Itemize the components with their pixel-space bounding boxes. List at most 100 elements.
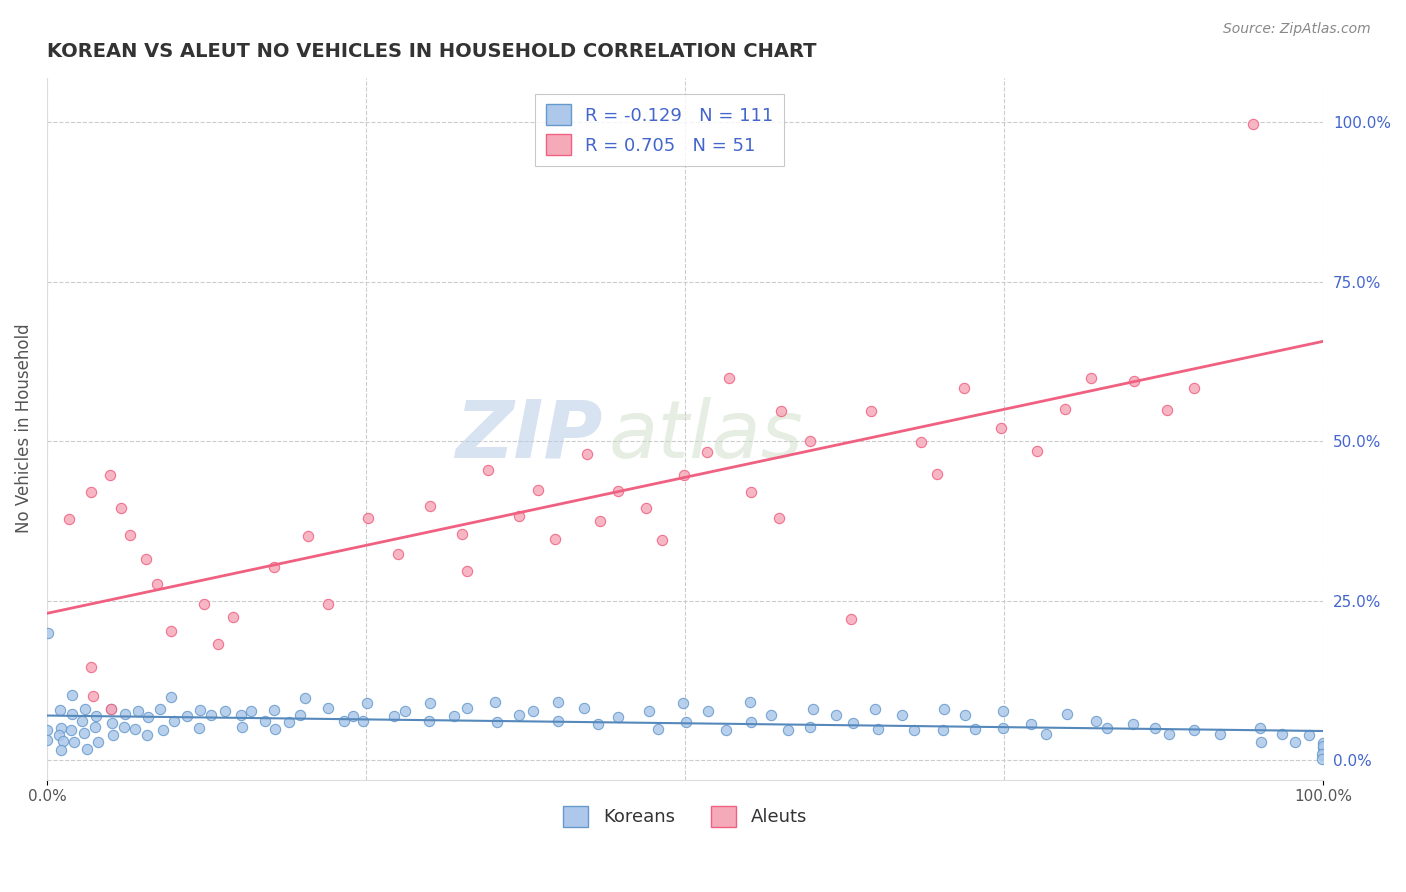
Point (103, 727, 125, 741)
Point (1182, 381, 1205, 395)
Point (860, 403, 883, 417)
Point (52, 734, 75, 748)
Point (1095, 721, 1118, 735)
Point (1312, 735, 1334, 749)
Point (1080, 370, 1102, 384)
Point (839, 612, 862, 626)
Text: Source: ZipAtlas.com: Source: ZipAtlas.com (1223, 22, 1371, 37)
Point (160, 690, 183, 705)
Point (866, 722, 889, 736)
Point (1084, 714, 1107, 728)
Point (522, 704, 544, 718)
Point (1271, 727, 1294, 741)
Point (277, 714, 299, 729)
Point (768, 510, 790, 524)
Point (114, 707, 136, 722)
Point (801, 702, 824, 716)
Point (1159, 727, 1181, 741)
Point (544, 533, 567, 547)
Point (214, 704, 236, 718)
Point (98, 467, 121, 482)
Point (1312, 748, 1334, 763)
Point (696, 444, 718, 458)
Point (1182, 723, 1205, 738)
Point (73, 702, 96, 716)
Point (394, 704, 416, 718)
Point (333, 714, 356, 729)
Point (716, 723, 738, 737)
Point (738, 695, 761, 709)
Point (1019, 716, 1042, 731)
Point (163, 714, 186, 728)
Point (484, 695, 506, 709)
Point (910, 434, 932, 449)
Point (60, 723, 83, 737)
Point (231, 708, 253, 723)
Point (100, 701, 122, 715)
Point (356, 696, 378, 710)
Point (1310, 751, 1333, 765)
Point (547, 714, 569, 728)
Text: ZIP: ZIP (454, 397, 602, 475)
Point (450, 527, 472, 541)
Point (263, 559, 285, 574)
Point (759, 707, 782, 722)
Point (993, 722, 1015, 736)
Point (294, 691, 316, 706)
Point (1250, 734, 1272, 748)
Point (84, 708, 107, 723)
Point (316, 598, 339, 612)
Point (82, 689, 104, 703)
Point (672, 696, 695, 710)
Point (160, 624, 183, 638)
Point (606, 483, 628, 498)
Point (1056, 706, 1078, 721)
Point (207, 637, 229, 651)
Point (1312, 739, 1334, 754)
Point (240, 704, 263, 718)
Point (418, 714, 440, 728)
Point (575, 446, 598, 460)
Point (100, 701, 122, 715)
Y-axis label: No Vehicles in Household: No Vehicles in Household (15, 324, 32, 533)
Point (35, 733, 58, 747)
Point (1284, 734, 1306, 748)
Point (651, 533, 673, 547)
Point (37, 626, 59, 640)
Point (1035, 727, 1057, 741)
Point (588, 716, 610, 731)
Point (1241, 117, 1264, 131)
Point (188, 721, 211, 735)
Point (1298, 728, 1320, 742)
Point (799, 434, 821, 448)
Point (799, 720, 821, 734)
Point (508, 508, 530, 523)
Point (776, 723, 799, 738)
Point (70, 714, 93, 728)
Point (100, 716, 122, 731)
Point (135, 552, 157, 566)
Point (637, 704, 659, 718)
Point (588, 514, 610, 528)
Point (73, 726, 96, 740)
Point (51, 722, 73, 736)
Point (124, 722, 146, 736)
Point (149, 702, 172, 716)
Point (145, 577, 167, 591)
Point (1209, 727, 1232, 741)
Point (49, 742, 72, 756)
Point (477, 463, 499, 477)
Point (636, 501, 658, 516)
Point (387, 547, 409, 561)
Point (1122, 716, 1144, 731)
Point (508, 707, 530, 722)
Point (1312, 741, 1334, 756)
Point (607, 710, 630, 724)
Point (136, 710, 159, 724)
Point (891, 708, 914, 723)
Point (965, 722, 987, 736)
Point (382, 708, 405, 723)
Point (84, 720, 107, 734)
Point (696, 704, 718, 718)
Point (200, 707, 222, 722)
